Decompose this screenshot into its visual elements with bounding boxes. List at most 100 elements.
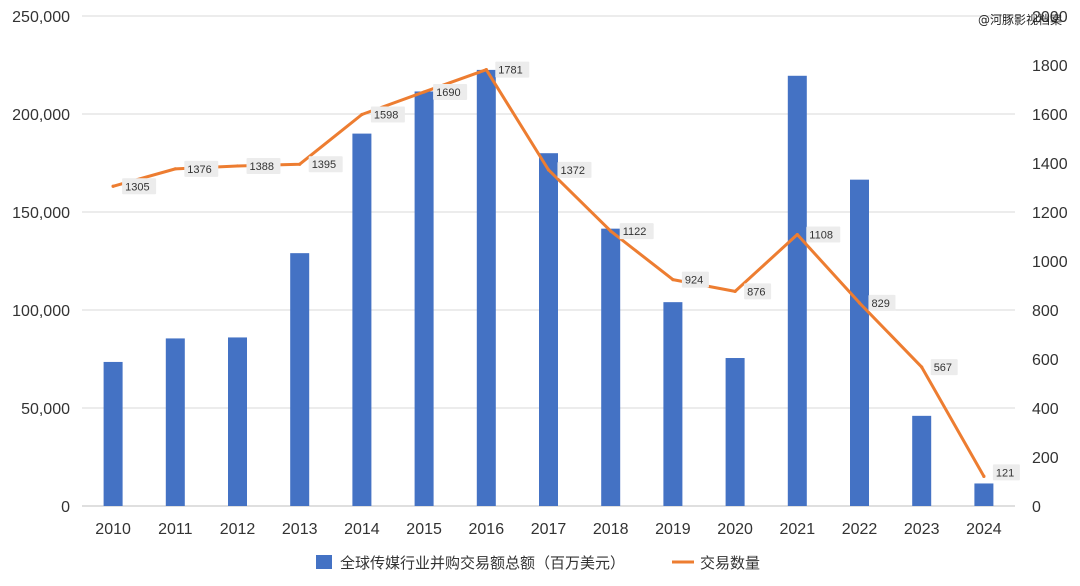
legend-bar-label: 全球传媒行业并购交易额总额（百万美元） [340, 554, 625, 572]
bar [165, 338, 185, 506]
right-y-tick-label: 1000 [1032, 254, 1068, 271]
x-tick-label: 2012 [220, 521, 256, 538]
x-tick-label: 2018 [593, 521, 629, 538]
bar [103, 361, 123, 506]
data-label: 1122 [623, 226, 647, 238]
x-tick-label: 2017 [531, 521, 567, 538]
right-y-tick-label: 1800 [1032, 58, 1068, 75]
bar [352, 133, 372, 506]
line-point [235, 164, 240, 168]
bar [912, 415, 932, 506]
line-point [609, 229, 613, 233]
data-label: 1305 [125, 181, 149, 193]
bar [290, 253, 310, 506]
x-tick-label: 2013 [282, 521, 318, 538]
data-label: 1395 [312, 159, 336, 171]
data-label: 1388 [250, 161, 274, 173]
left-y-tick-label: 50,000 [21, 401, 70, 418]
legend-line-label: 交易数量 [700, 554, 760, 572]
bar [787, 75, 807, 506]
line-point [484, 68, 488, 72]
right-y-tick-label: 400 [1032, 401, 1059, 418]
left-y-axis: 0 50,000 100,000 150,000 200,000 250,000 [12, 9, 70, 516]
legend-bar-swatch [316, 555, 332, 569]
line-point [422, 90, 426, 94]
data-label: 876 [747, 286, 765, 298]
left-y-tick-label: 250,000 [12, 9, 70, 26]
data-label: 567 [934, 362, 952, 374]
line-point [111, 184, 115, 188]
left-y-tick-label: 100,000 [12, 303, 70, 320]
data-label-bg [930, 359, 958, 376]
right-y-tick-label: 1600 [1032, 107, 1068, 124]
line-point [671, 278, 675, 282]
bar [476, 69, 496, 507]
data-label: 1598 [374, 109, 398, 121]
data-label-bg [868, 294, 896, 311]
right-y-tick-label: 600 [1032, 352, 1059, 369]
data-label-bg [184, 160, 219, 177]
data-label-bg [308, 156, 343, 173]
data-label-bg [557, 161, 592, 178]
x-tick-label: 2014 [344, 521, 380, 538]
x-tick-label: 2016 [469, 521, 505, 538]
right-y-tick-label: 0 [1032, 499, 1041, 516]
data-label: 829 [872, 298, 890, 310]
right-y-tick-label: 200 [1032, 450, 1059, 467]
line-point [360, 112, 364, 117]
bar [850, 179, 869, 506]
bar-series [103, 69, 994, 507]
x-tick-label: 2022 [842, 521, 878, 538]
data-label-bg [370, 106, 405, 123]
bar [974, 483, 994, 506]
line-point [795, 232, 799, 237]
data-label: 1372 [561, 165, 585, 177]
x-tick-label: 2011 [158, 521, 193, 538]
data-label-bg [122, 178, 157, 195]
watermark-handle: @河豚影视档案 [978, 12, 1062, 27]
data-label-bg [992, 464, 1020, 481]
data-label-bg [806, 226, 841, 243]
data-label: 924 [685, 275, 703, 287]
data-label: 1108 [809, 230, 833, 242]
bar [725, 358, 745, 506]
data-label-bg [433, 83, 468, 100]
bar [663, 302, 683, 506]
line-point [982, 474, 986, 478]
left-y-tick-label: 150,000 [12, 205, 70, 222]
x-tick-label: 2019 [655, 521, 691, 538]
data-label-bg [619, 223, 654, 240]
line-point [173, 167, 177, 171]
bar [228, 337, 247, 506]
bar [601, 228, 621, 506]
line-point [298, 162, 302, 166]
data-label: 1376 [187, 164, 211, 176]
right-y-tick-label: 800 [1032, 303, 1059, 320]
right-y-axis: 0 200 400 600 800 1000 1200 1400 1600 1800 2000 [1032, 9, 1068, 516]
left-y-tick-label: 0 [61, 499, 70, 516]
right-y-tick-label: 1400 [1032, 156, 1068, 173]
right-y-tick-label: 2000 [1032, 9, 1068, 26]
x-tick-label: 2020 [717, 521, 753, 538]
data-label-bg [744, 283, 772, 300]
data-label-bg [246, 157, 281, 174]
line-data-labels: 1305 1376 1388 1395 1598 1690 1781 1372 1122 924 8… [122, 61, 1020, 481]
data-label-bg [681, 271, 709, 288]
right-y-tick-label: 1200 [1032, 205, 1068, 222]
left-y-tick-label: 200,000 [12, 107, 70, 124]
x-axis: 2010 2011 2012 2013 2014 2015 2016 2017 2018 2019… [95, 521, 1001, 538]
x-tick-label: 2024 [966, 521, 1002, 538]
data-label: 121 [996, 467, 1014, 479]
legend: 全球传媒行业并购交易额总额（百万美元） 交易数量 [316, 554, 760, 572]
bar [539, 153, 558, 506]
x-tick-label: 2015 [406, 521, 442, 538]
line-point [857, 301, 862, 305]
line-point [733, 289, 737, 293]
data-label: 1781 [498, 65, 522, 77]
x-tick-label: 2021 [780, 521, 816, 538]
data-label: 1690 [436, 87, 460, 99]
line-point [920, 365, 924, 369]
bar [414, 91, 434, 507]
line-point [546, 168, 551, 172]
